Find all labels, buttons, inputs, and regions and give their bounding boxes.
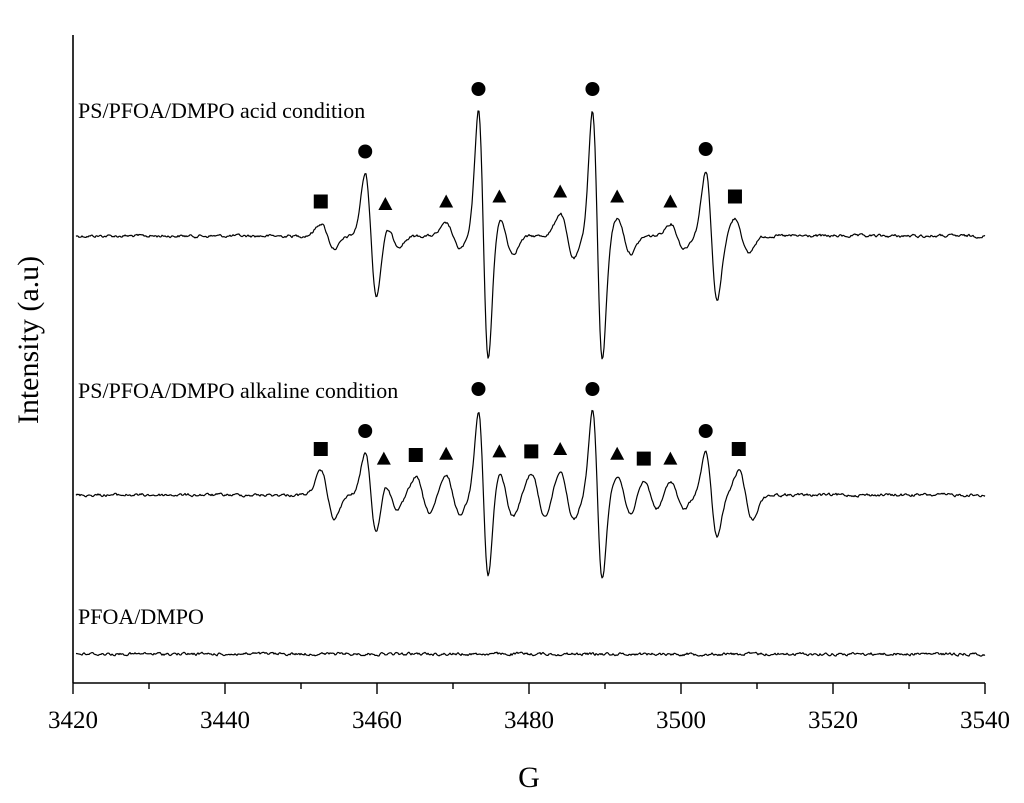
trace-labels: PS/PFOA/DMPO acid condition PS/PFOA/DMPO … xyxy=(78,98,398,629)
y-axis-title: Intensity (a.u) xyxy=(12,256,45,424)
spectrum-trace xyxy=(75,651,986,657)
x-tick-label: 3520 xyxy=(808,707,858,734)
triangle-marker xyxy=(663,194,678,208)
x-tick-label: 3480 xyxy=(504,707,554,734)
trace-label: PS/PFOA/DMPO alkaline condition xyxy=(78,378,398,403)
circle-marker xyxy=(358,424,373,438)
triangle-marker xyxy=(492,444,507,458)
x-tick-label: 3540 xyxy=(960,707,1010,734)
x-tick-label: 3500 xyxy=(656,707,706,734)
peak-markers xyxy=(313,82,746,466)
triangle-marker xyxy=(610,189,625,203)
triangle-marker xyxy=(378,197,393,210)
circle-marker xyxy=(698,424,713,438)
x-axis-title: G xyxy=(518,761,540,794)
square-marker xyxy=(313,194,328,209)
x-axis-ticks: 3420 3440 3460 3480 3500 3520 3540 xyxy=(48,683,1010,734)
triangle-marker xyxy=(439,446,454,460)
triangle-marker xyxy=(553,184,568,198)
spectrum-trace xyxy=(75,409,986,579)
triangle-marker xyxy=(376,451,391,465)
spectrum-traces xyxy=(75,110,986,657)
circle-marker xyxy=(698,142,713,156)
triangle-marker xyxy=(663,451,678,465)
circle-marker xyxy=(585,382,600,396)
square-marker xyxy=(313,442,328,456)
triangle-marker xyxy=(553,442,568,455)
square-marker xyxy=(731,442,746,456)
circle-marker xyxy=(358,144,373,159)
x-tick-label: 3420 xyxy=(48,707,98,734)
x-tick-label: 3440 xyxy=(200,707,250,734)
x-tick-label: 3460 xyxy=(352,707,402,734)
square-marker xyxy=(524,444,539,459)
triangle-marker xyxy=(439,194,454,208)
plot-area: 3420 3440 3460 3480 3500 3520 3540 PS/PFOA/DMP… xyxy=(48,35,1010,734)
square-marker xyxy=(636,451,651,466)
circle-marker xyxy=(471,82,486,96)
trace-label: PFOA/DMPO xyxy=(78,604,204,629)
triangle-marker xyxy=(610,446,625,460)
square-marker xyxy=(727,189,742,204)
trace-label: PS/PFOA/DMPO acid condition xyxy=(78,98,365,123)
triangle-marker xyxy=(492,189,507,203)
square-marker xyxy=(408,448,423,462)
circle-marker xyxy=(471,382,486,396)
circle-marker xyxy=(585,82,600,96)
spectrum-trace xyxy=(75,110,986,360)
